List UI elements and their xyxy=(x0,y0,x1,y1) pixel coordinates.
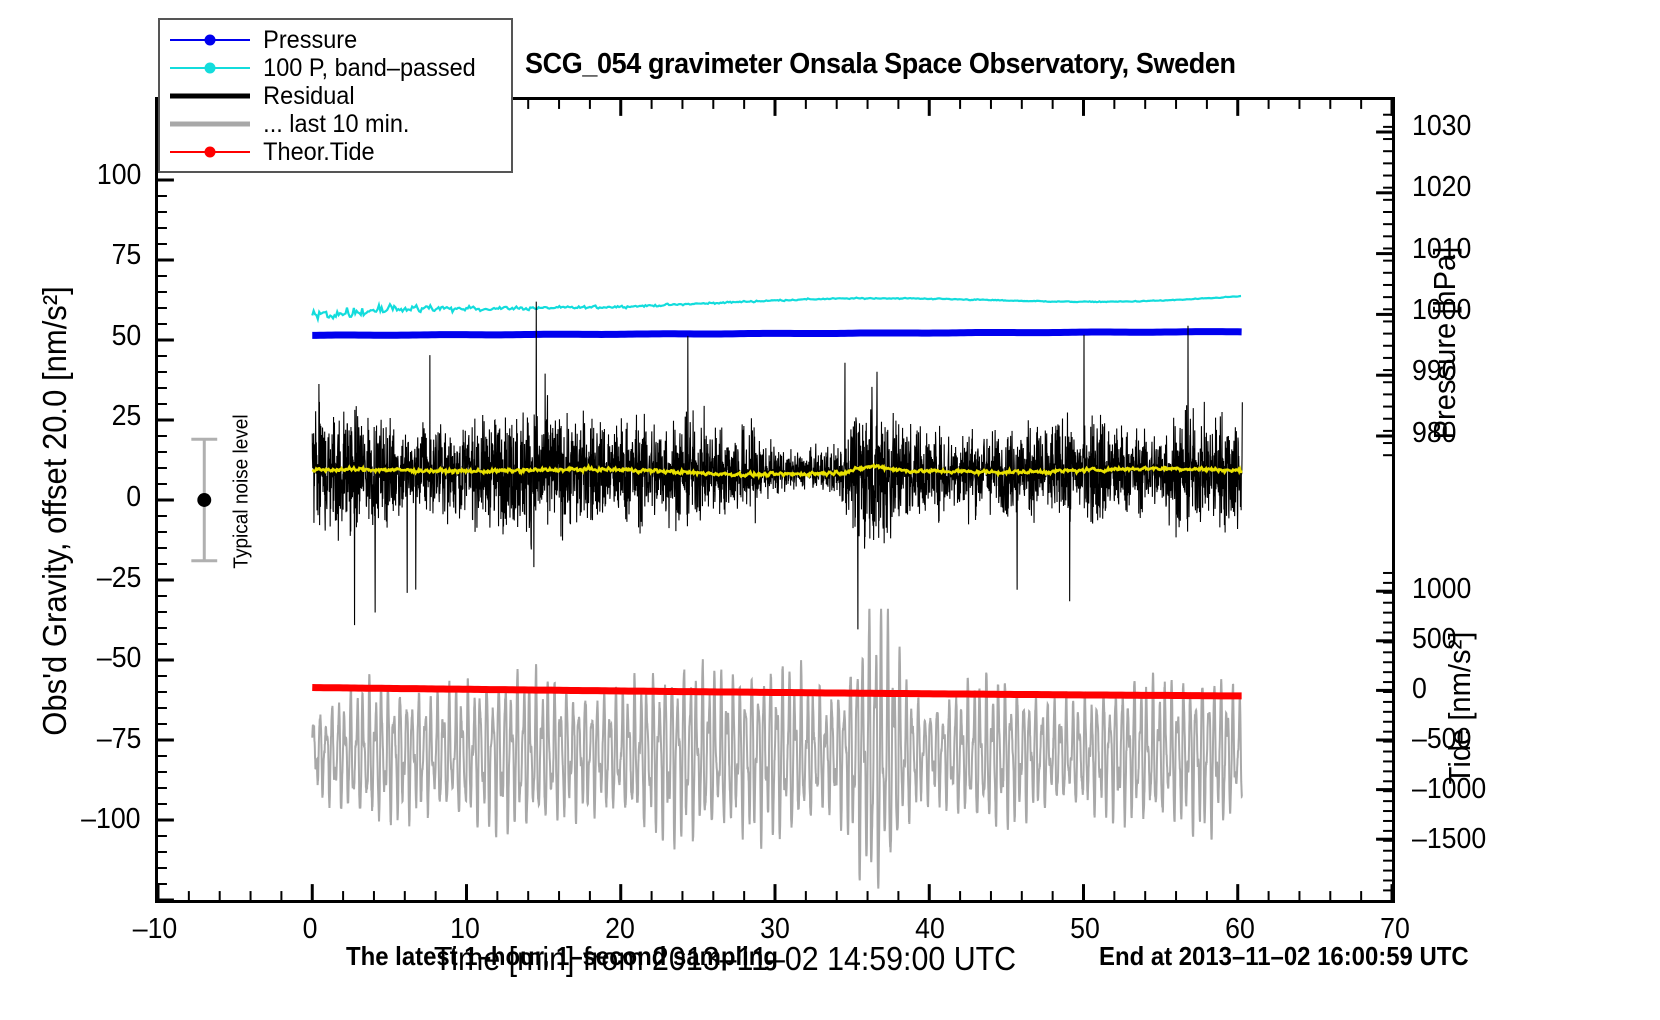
sampling-note: The latest 1–hour, 1–second sampling xyxy=(346,941,779,971)
tide-tick-label: –1000 xyxy=(1412,772,1487,805)
noise-level-label: Typical noise level xyxy=(230,414,253,569)
legend-label: Residual xyxy=(263,81,355,110)
legend-label: Pressure xyxy=(263,25,358,54)
x-tick-label: 0 xyxy=(302,913,318,945)
y-tick-label: –25 xyxy=(96,561,141,594)
plot-area: The latest 1–hour, 1–second sampling End… xyxy=(155,97,1469,971)
legend-swatch xyxy=(170,30,250,50)
x-tick-label: 70 xyxy=(1380,913,1410,945)
legend-item: Residual xyxy=(160,82,511,110)
x-tick-label: 10 xyxy=(450,913,480,945)
tide-tick-label: 0 xyxy=(1412,672,1427,705)
legend-marker-dot xyxy=(204,146,216,158)
x-tick-label: 40 xyxy=(915,913,945,945)
end-time-note: End at 2013–11–02 16:00:59 UTC xyxy=(1099,941,1469,971)
legend-line xyxy=(170,121,250,127)
legend: Pressure 100 P, band–passed Residual... la… xyxy=(158,18,513,173)
legend-marker-dot xyxy=(204,34,216,46)
y-tick-label: 0 xyxy=(126,481,141,513)
y-tick-label: 100 xyxy=(96,158,141,191)
tide-tick-label: 500 xyxy=(1412,622,1457,655)
legend-item: 100 P, band–passed xyxy=(160,54,511,82)
legend-marker-dot xyxy=(204,62,216,74)
pressure-tick-label: 980 xyxy=(1412,416,1457,449)
x-tick-label: 50 xyxy=(1070,913,1100,945)
tide-tick-label: 1000 xyxy=(1412,572,1472,605)
y-tick-label: –100 xyxy=(81,803,141,836)
y-tick-label: 50 xyxy=(111,319,141,352)
plot-canvas xyxy=(158,100,1392,900)
legend-label: Theor.Tide xyxy=(263,137,375,166)
y-tick-label: –75 xyxy=(96,722,141,755)
x-tick-label: 20 xyxy=(605,913,635,945)
y-axis-left-title: Obs'd Gravity, offset 20.0 [nm/s²] xyxy=(36,286,73,736)
data-traces xyxy=(312,296,1242,889)
legend-item: Theor.Tide xyxy=(160,138,511,166)
noise-level-marker xyxy=(191,439,217,561)
legend-swatch xyxy=(170,142,250,162)
x-tick-label: –10 xyxy=(132,913,178,945)
legend-item: Pressure xyxy=(160,26,511,54)
pressure-tick-label: 1010 xyxy=(1412,232,1472,265)
pressure-tick-label: 1020 xyxy=(1412,171,1472,204)
legend-item: ... last 10 min. xyxy=(160,110,511,138)
legend-label: ... last 10 min. xyxy=(263,109,410,138)
tide-tick-label: –500 xyxy=(1412,722,1472,755)
y-tick-label: 75 xyxy=(111,239,141,272)
x-tick-label: 60 xyxy=(1225,913,1255,945)
legend-swatch xyxy=(170,114,250,134)
x-tick-label: 30 xyxy=(760,913,790,945)
page-title: SCG_054 gravimeter Onsala Space Observat… xyxy=(525,48,1236,80)
legend-label: 100 P, band–passed xyxy=(263,53,476,82)
legend-swatch xyxy=(170,86,250,106)
pressure-tick-label: 1030 xyxy=(1412,110,1472,143)
pressure-tick-label: 990 xyxy=(1412,355,1457,388)
pressure-tick-label: 1000 xyxy=(1412,294,1472,326)
legend-swatch xyxy=(170,58,250,78)
legend-line xyxy=(170,93,250,99)
x-axis-title: Time [min] from 2013–11–02 14:59:00 UTC xyxy=(433,940,1017,977)
y-tick-label: 25 xyxy=(111,400,141,433)
tide-tick-label: –1500 xyxy=(1412,822,1487,855)
y-tick-label: –50 xyxy=(96,642,141,675)
